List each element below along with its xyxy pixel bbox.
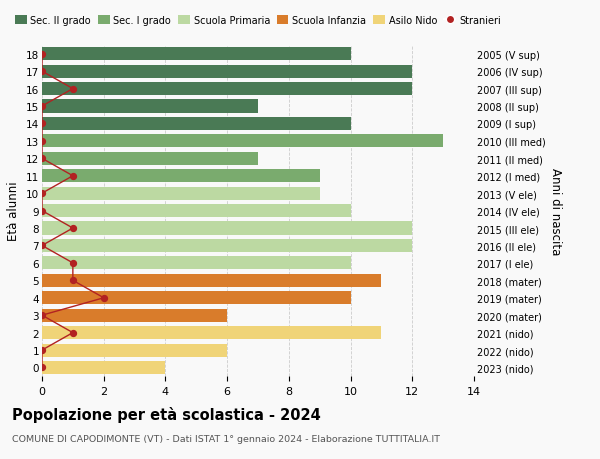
- Bar: [42, 361, 166, 374]
- Point: [37, 103, 47, 111]
- Bar: [42, 48, 350, 61]
- Point: [37, 121, 47, 128]
- Bar: [42, 344, 227, 357]
- Point: [99, 294, 109, 302]
- Bar: [42, 187, 320, 200]
- Y-axis label: Anni di nascita: Anni di nascita: [549, 168, 562, 255]
- Bar: [42, 135, 443, 148]
- Point: [37, 138, 47, 145]
- Point: [37, 364, 47, 371]
- Bar: [42, 83, 412, 96]
- Point: [68, 173, 77, 180]
- Y-axis label: Età alunni: Età alunni: [7, 181, 20, 241]
- Bar: [42, 326, 382, 339]
- Point: [37, 155, 47, 162]
- Point: [37, 68, 47, 76]
- Legend: Sec. II grado, Sec. I grado, Scuola Primaria, Scuola Infanzia, Asilo Nido, Stran: Sec. II grado, Sec. I grado, Scuola Prim…: [11, 12, 505, 29]
- Point: [68, 260, 77, 267]
- Point: [37, 207, 47, 215]
- Point: [37, 51, 47, 58]
- Point: [37, 312, 47, 319]
- Bar: [42, 291, 350, 305]
- Bar: [42, 118, 350, 131]
- Bar: [42, 257, 350, 270]
- Bar: [42, 170, 320, 183]
- Point: [37, 347, 47, 354]
- Bar: [42, 100, 258, 113]
- Bar: [42, 205, 350, 218]
- Point: [37, 242, 47, 250]
- Bar: [42, 274, 382, 287]
- Bar: [42, 66, 412, 78]
- Point: [68, 329, 77, 336]
- Bar: [42, 222, 412, 235]
- Text: COMUNE DI CAPODIMONTE (VT) - Dati ISTAT 1° gennaio 2024 - Elaborazione TUTTITALI: COMUNE DI CAPODIMONTE (VT) - Dati ISTAT …: [12, 434, 440, 443]
- Bar: [42, 309, 227, 322]
- Point: [68, 277, 77, 285]
- Point: [68, 225, 77, 232]
- Bar: [42, 240, 412, 252]
- Point: [37, 190, 47, 197]
- Bar: [42, 152, 258, 166]
- Point: [68, 86, 77, 93]
- Text: Popolazione per età scolastica - 2024: Popolazione per età scolastica - 2024: [12, 406, 321, 422]
